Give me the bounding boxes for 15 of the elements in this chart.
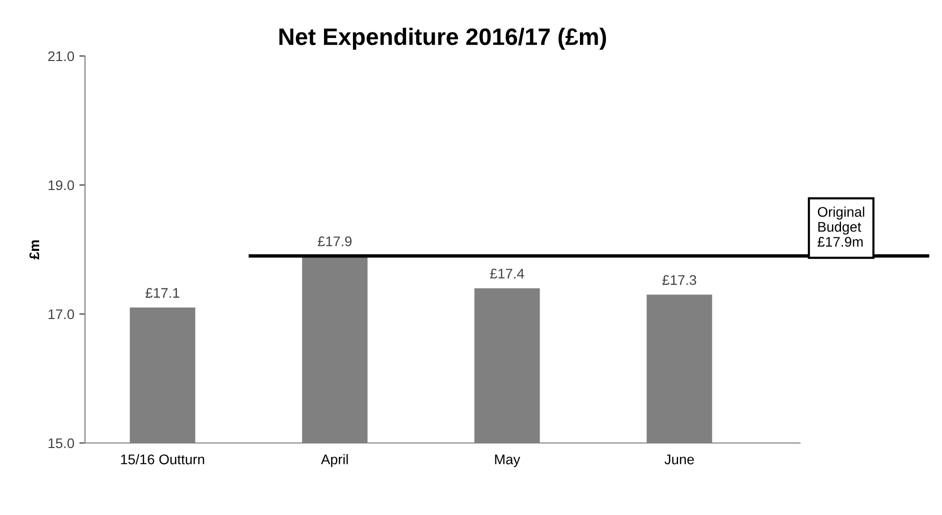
x-tick-label: May — [495, 454, 520, 468]
y-axis-title: £m — [29, 240, 40, 260]
chart-title: Net Expenditure 2016/17 (£m) — [279, 28, 606, 50]
data-label: £17.9 — [318, 236, 352, 246]
x-tick-label: 15/16 Outturn — [121, 454, 204, 464]
data-label: £17.3 — [662, 275, 696, 285]
data-label: £17.1 — [146, 288, 180, 298]
ref-line-label: Original Budget £17.9m — [818, 206, 864, 247]
y-tick-label: 15.0 — [48, 438, 74, 448]
y-tick-label: 19.0 — [48, 180, 74, 190]
y-tick-label: 21.0 — [48, 51, 74, 62]
y-tick-label: 17.0 — [48, 309, 74, 320]
data-label: £17.4 — [490, 268, 524, 278]
x-tick-label: June — [664, 454, 694, 464]
x-tick-label: April — [320, 454, 348, 468]
